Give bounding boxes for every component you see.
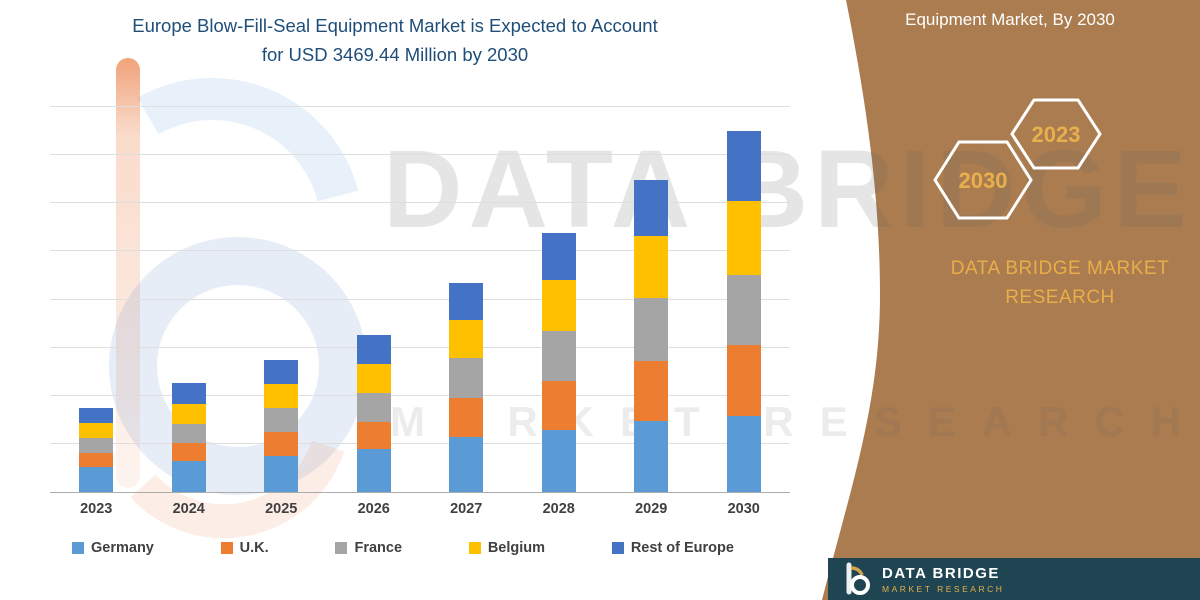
gridline: [50, 154, 790, 156]
bar-segment-belgium: [726, 201, 761, 275]
legend-swatch-u-k: [220, 542, 233, 554]
bar-segment-u-k: [356, 421, 391, 449]
bar-segment-germany: [171, 461, 206, 492]
bar-segment-france: [634, 298, 669, 361]
chart-title-line2: for USD 3469.44 Million by 2030: [261, 43, 529, 65]
bar-segment-france: [356, 392, 391, 422]
bar-segment-germany: [79, 467, 114, 492]
brand-text-line2: RESEARCH: [1005, 287, 1115, 309]
badge-hexagon-2023: [1010, 98, 1102, 170]
bar-segment-u-k: [171, 443, 206, 462]
brand-text: DATA BRIDGE MARKET RESEARCH: [930, 254, 1190, 313]
legend-swatch-belgium: [468, 542, 481, 554]
gridline: [50, 202, 790, 204]
footer-strip: DATA BRIDGE MARKET RESEARCH: [828, 558, 1200, 600]
bar-segment-germany: [726, 416, 761, 492]
bar-segment-germany: [264, 455, 299, 492]
badge-label-2023: 2023: [1032, 122, 1081, 147]
bar-segment-u-k: [726, 345, 761, 417]
brand-text-line1: DATA BRIDGE MARKET: [950, 258, 1170, 279]
gridline: [50, 346, 790, 348]
bar-segment-rest-of-europe: [726, 131, 761, 202]
bar-segment-rest-of-europe: [171, 382, 206, 404]
gridline: [50, 442, 790, 444]
legend-item-rest-of-europe: Rest of Europe: [611, 540, 734, 556]
side-panel-title: Equipment Market, By 2030: [905, 10, 1115, 29]
x-axis-label-2029: 2029: [635, 501, 668, 517]
gridline: [50, 250, 790, 252]
x-axis-label-2023: 2023: [80, 501, 113, 517]
bar-segment-france: [541, 330, 576, 382]
legend-swatch-germany: [72, 542, 84, 554]
legend-item-belgium: Belgium: [468, 540, 546, 556]
x-axis-label-2026: 2026: [357, 501, 390, 517]
bar-segment-france: [726, 274, 761, 346]
bar-segment-belgium: [79, 423, 114, 439]
bar-segment-u-k: [264, 432, 299, 456]
bar-segment-rest-of-europe: [541, 232, 576, 281]
gridline: [50, 394, 790, 396]
bar-segment-belgium: [449, 320, 484, 359]
legend-label-u-k: U.K.: [239, 540, 269, 556]
legend-label-france: France: [354, 540, 403, 556]
watermark-text-sub: MARKET RESEARCH: [390, 398, 1200, 445]
badge-hexagon-2030: [933, 140, 1033, 220]
bar-segment-belgium: [356, 364, 391, 393]
bar-segment-france: [171, 423, 206, 444]
bar-segment-rest-of-europe: [79, 408, 114, 424]
bar-segment-rest-of-europe: [634, 180, 669, 237]
bar-segment-france: [449, 358, 484, 399]
legend-swatch-rest-of-europe: [611, 542, 624, 554]
legend-item-u-k: U.K.: [220, 540, 269, 556]
data-bridge-logo-icon: [846, 562, 870, 595]
chart-title: Europe Blow-Fill-Seal Equipment Market i…: [0, 12, 790, 69]
x-axis-label-2024: 2024: [172, 501, 205, 517]
bar-segment-germany: [541, 429, 576, 492]
bar-segment-germany: [634, 421, 669, 492]
gridline: [50, 298, 790, 300]
bar-segment-belgium: [541, 280, 576, 331]
bar-segment-u-k: [449, 398, 484, 437]
x-axis-label-2025: 2025: [265, 501, 298, 517]
x-axis-label-2028: 2028: [542, 501, 575, 517]
legend-item-germany: Germany: [72, 540, 154, 556]
chart-legend: Germany U.K. France Belgium Rest of Europe: [72, 540, 734, 556]
bar-segment-germany: [356, 448, 391, 492]
year-badges: 2023 2030: [933, 98, 1102, 220]
bar-segment-belgium: [264, 383, 299, 409]
bar-segment-france: [79, 438, 114, 453]
bar-segment-u-k: [79, 452, 114, 468]
legend-swatch-france: [335, 542, 348, 554]
legend-item-france: France: [335, 540, 402, 556]
bar-segment-rest-of-europe: [264, 359, 299, 384]
legend-label-germany: Germany: [91, 540, 154, 556]
gridline: [50, 106, 790, 107]
x-axis-label-2027: 2027: [450, 501, 483, 517]
badge-label-2030: 2030: [959, 168, 1008, 193]
stacked-bar-chart: 2023 2024 2025 2026 2027 2028 2029 2030: [50, 106, 790, 517]
bar-segment-belgium: [634, 236, 669, 299]
legend-label-belgium: Belgium: [487, 540, 546, 556]
footer-sub: MARKET RESEARCH: [882, 583, 1005, 594]
watermark-text-brand: DATA BRIDGE: [383, 128, 1193, 251]
legend-label-rest-of-europe: Rest of Europe: [630, 540, 734, 556]
bar-segment-france: [264, 408, 299, 433]
footer-brand: DATA BRIDGE: [882, 564, 1000, 582]
bar-segment-rest-of-europe: [449, 282, 484, 321]
chart-title-line1: Europe Blow-Fill-Seal Equipment Market i…: [132, 15, 658, 36]
x-axis-label-2030: 2030: [727, 501, 760, 517]
bar-segment-u-k: [541, 381, 576, 430]
bar-segment-germany: [449, 436, 484, 492]
bar-segment-u-k: [634, 360, 669, 422]
bar-segment-belgium: [171, 403, 206, 424]
bar-segment-rest-of-europe: [356, 334, 391, 365]
